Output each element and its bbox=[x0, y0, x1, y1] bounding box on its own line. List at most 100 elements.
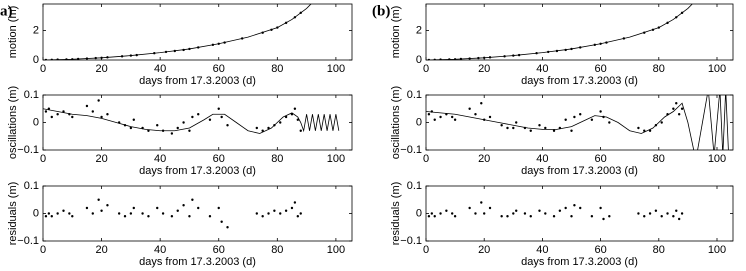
data-point bbox=[132, 118, 135, 121]
x-tick-label: 20 bbox=[478, 244, 490, 256]
data-point bbox=[558, 209, 562, 212]
data-point bbox=[666, 212, 669, 215]
data-point bbox=[182, 204, 185, 207]
data-point bbox=[643, 31, 646, 34]
data-point bbox=[153, 52, 156, 55]
data-point bbox=[675, 16, 678, 19]
data-point bbox=[488, 115, 492, 119]
data-point bbox=[506, 126, 509, 130]
data-point bbox=[68, 113, 71, 116]
data-point bbox=[147, 215, 150, 218]
data-point bbox=[433, 118, 436, 121]
x-tick-label: 0 bbox=[40, 153, 46, 165]
data-point bbox=[474, 212, 477, 215]
data-point bbox=[512, 212, 515, 215]
y-tick-label: 0.1 bbox=[24, 89, 39, 101]
data-point bbox=[657, 26, 660, 29]
data-point bbox=[660, 121, 663, 124]
data-point bbox=[500, 215, 503, 218]
data-point bbox=[176, 209, 179, 212]
data-point bbox=[573, 115, 576, 119]
x-axis-label: days from 17.3.2003 (d) bbox=[521, 75, 638, 87]
data-point bbox=[637, 212, 640, 215]
data-point bbox=[439, 58, 442, 60]
y-tick-label: −0.1 bbox=[400, 144, 422, 156]
y-axis-label: motion (m) bbox=[7, 6, 19, 59]
data-point bbox=[570, 215, 573, 218]
data-point bbox=[547, 50, 550, 54]
y-tick-label: 0 bbox=[416, 116, 422, 128]
data-point bbox=[267, 212, 270, 215]
data-point bbox=[552, 215, 556, 218]
data-point bbox=[97, 99, 100, 102]
data-point bbox=[564, 48, 567, 52]
data-point bbox=[680, 212, 684, 215]
data-point bbox=[590, 118, 594, 121]
data-point bbox=[76, 57, 80, 60]
x-tick-label: 20 bbox=[95, 153, 107, 165]
data-point bbox=[123, 124, 127, 127]
data-point bbox=[660, 215, 663, 218]
data-point bbox=[120, 55, 124, 58]
axes-frame bbox=[425, 185, 734, 242]
x-tick-label: 60 bbox=[594, 63, 606, 75]
data-point bbox=[482, 212, 486, 215]
data-point bbox=[643, 129, 646, 132]
data-point bbox=[602, 217, 605, 221]
data-point bbox=[106, 113, 109, 116]
data-point bbox=[68, 212, 71, 215]
data-point bbox=[62, 110, 65, 113]
data-point bbox=[197, 113, 200, 116]
data-point bbox=[47, 212, 51, 215]
data-point bbox=[605, 41, 608, 44]
data-point bbox=[191, 198, 194, 201]
data-point bbox=[117, 121, 121, 124]
data-point bbox=[579, 46, 582, 49]
data-point bbox=[208, 215, 212, 218]
data-point bbox=[648, 129, 652, 132]
data-point bbox=[44, 58, 48, 60]
axes-frame bbox=[425, 3, 734, 61]
x-axis-label: days from 17.3.2003 (d) bbox=[139, 75, 256, 87]
x-tick-label: 60 bbox=[594, 153, 606, 165]
y-tick-label: 0 bbox=[416, 54, 422, 66]
data-point bbox=[62, 209, 65, 212]
y-tick-label: −0.1 bbox=[400, 235, 422, 247]
data-point bbox=[217, 206, 220, 210]
data-point bbox=[156, 124, 159, 127]
data-point bbox=[284, 209, 288, 212]
data-point bbox=[439, 212, 442, 215]
x-tick-label: 40 bbox=[536, 244, 548, 256]
data-point bbox=[544, 126, 547, 130]
data-point bbox=[85, 104, 89, 108]
y-axis-label: motion (m) bbox=[390, 6, 402, 59]
data-point bbox=[129, 54, 133, 57]
data-point bbox=[293, 16, 297, 19]
data-point bbox=[643, 215, 646, 218]
y-tick-label: 0.1 bbox=[24, 180, 39, 192]
y-axis-label: residuals (m) bbox=[390, 182, 402, 246]
data-point bbox=[666, 21, 669, 25]
data-point bbox=[564, 118, 567, 121]
data-point bbox=[47, 107, 51, 110]
data-point bbox=[85, 57, 89, 60]
data-point bbox=[56, 58, 59, 60]
data-point bbox=[223, 41, 226, 44]
data-point bbox=[132, 206, 135, 210]
data-point bbox=[515, 209, 518, 212]
data-point bbox=[535, 52, 538, 55]
data-point bbox=[529, 215, 532, 218]
data-point bbox=[161, 212, 165, 215]
data-point bbox=[293, 107, 297, 110]
y-tick-label: 0 bbox=[33, 54, 39, 66]
data-point bbox=[299, 11, 302, 15]
data-point bbox=[474, 113, 477, 116]
data-point bbox=[299, 212, 302, 215]
data-point bbox=[666, 113, 669, 116]
data-point bbox=[427, 58, 431, 60]
data-point bbox=[85, 206, 89, 210]
x-tick-label: 0 bbox=[40, 63, 46, 75]
plot-area bbox=[426, 4, 693, 60]
data-point bbox=[622, 37, 626, 40]
